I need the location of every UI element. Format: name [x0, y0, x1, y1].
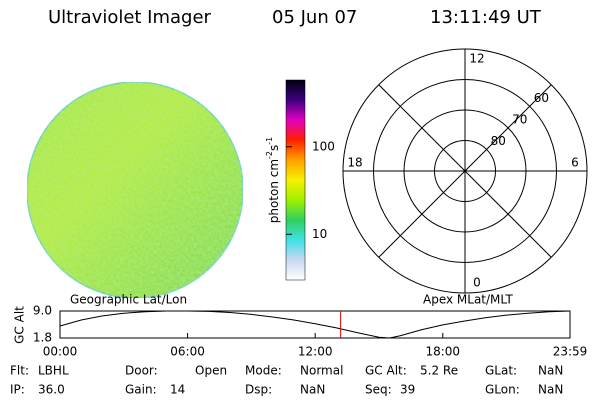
x-tick-label: 00:00	[43, 345, 78, 359]
status-label: IP:	[10, 383, 25, 397]
x-tick-label: 06:00	[170, 345, 205, 359]
time: 13:11:49 UT	[430, 7, 542, 28]
status-label: Flt:	[10, 364, 29, 378]
status-label: GLon:	[485, 383, 520, 397]
x-tick-label: 12:00	[298, 345, 333, 359]
mlt-label: 0	[473, 276, 481, 290]
status-label: Gain:	[125, 383, 157, 397]
status-value: 14	[170, 383, 185, 397]
status-value: LBHL	[38, 364, 69, 378]
status-label: Seq:	[365, 383, 392, 397]
lat-label: 60	[534, 91, 549, 105]
status-value: 36.0	[38, 383, 65, 397]
status-value: NaN	[300, 383, 325, 397]
x-tick-label: 23:59	[553, 345, 588, 359]
status-label: Mode:	[245, 364, 282, 378]
status-label: GLat:	[485, 364, 517, 378]
image-label: Geographic Lat/Lon	[70, 293, 187, 307]
instrument: Ultraviolet Imager	[48, 7, 212, 28]
status-label: GC Alt:	[365, 364, 407, 378]
mlt-label: 12	[469, 52, 484, 66]
radial-line	[378, 84, 552, 258]
status-value: NaN	[538, 383, 563, 397]
status-value: NaN	[538, 364, 563, 378]
status-value: 39	[400, 383, 415, 397]
status-value: 5.2 Re	[420, 364, 458, 378]
y-tick-label: 1.8	[33, 331, 52, 345]
date: 05 Jun 07	[272, 7, 357, 28]
y-label: GC Alt	[13, 306, 27, 344]
lat-label: 80	[491, 134, 506, 148]
polar-label: Apex MLat/MLT	[423, 293, 513, 307]
gc-alt-line	[59, 310, 570, 339]
colorbar	[285, 79, 306, 281]
y-tick-label: 9.0	[33, 304, 52, 318]
lat-label: 70	[512, 112, 527, 126]
mlt-label: 6	[571, 156, 579, 170]
uv-image	[26, 81, 244, 299]
status-value: Normal	[300, 364, 343, 378]
colorbar-label: photon cm-2s-1	[265, 137, 281, 224]
status-label: Door:	[125, 364, 158, 378]
colorbar-tick-label: 10	[312, 227, 327, 241]
status-label: Dsp:	[245, 383, 272, 397]
colorbar-tick-label: 100	[312, 139, 335, 153]
mlt-label: 18	[347, 156, 362, 170]
status-value: Open	[195, 364, 227, 378]
x-tick-label: 18:00	[425, 345, 460, 359]
